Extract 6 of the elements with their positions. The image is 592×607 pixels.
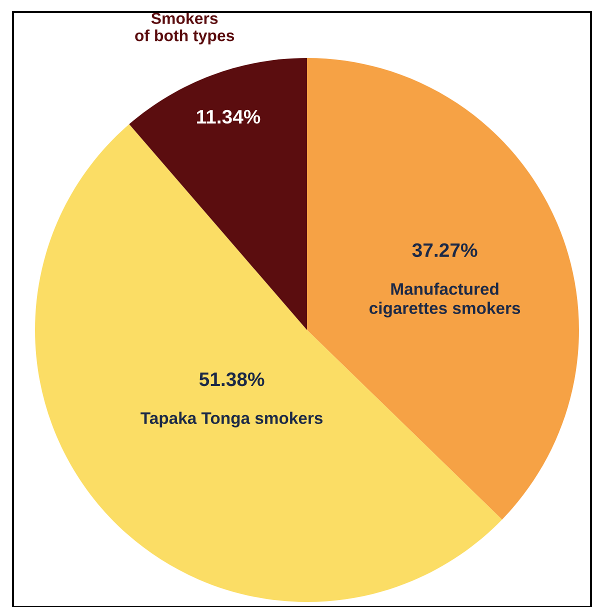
- data-label: 11.34%: [197, 110, 260, 124]
- data-label: 51.38%: [199, 372, 264, 386]
- slice-label: Tapaka Tonga smokers: [140, 412, 323, 428]
- slice-label: Manufactured cigarettes smokers: [369, 282, 520, 318]
- slice-label: Smokers of both types: [135, 12, 234, 44]
- data-label: 37.27%: [412, 243, 478, 258]
